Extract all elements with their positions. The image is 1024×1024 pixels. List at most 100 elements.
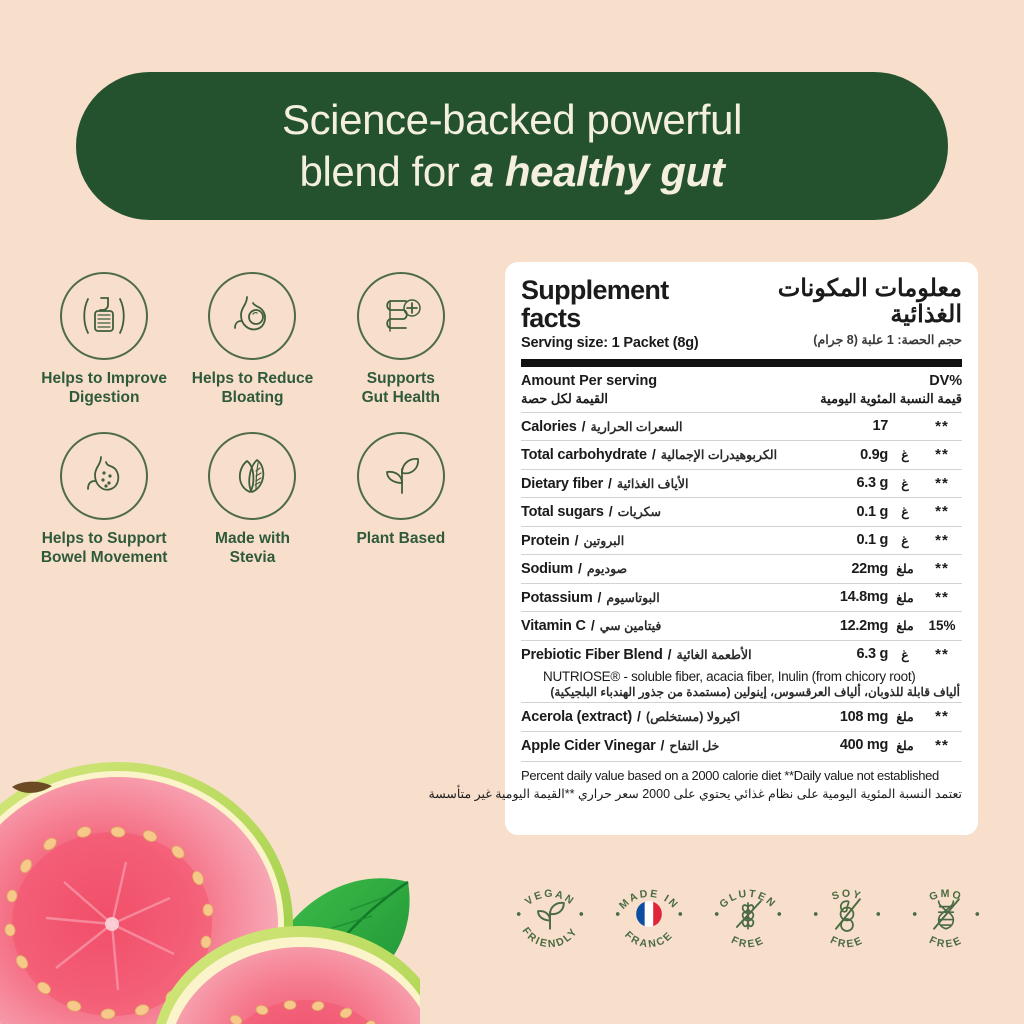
- nutrient-unit: ملغ: [896, 562, 914, 577]
- nutrient-name-en: Potassium: [521, 589, 593, 606]
- amount-label-ar: القيمة لكل حصة: [521, 390, 609, 406]
- benefit-item-bowel-movement: Helps to Support Bowel Movement: [30, 431, 178, 568]
- nutrient-dv: **: [935, 736, 949, 754]
- svg-text:FREE: FREE: [729, 934, 766, 950]
- nutrient-dv: **: [935, 645, 949, 663]
- nutrient-unit: غ: [901, 476, 909, 491]
- nutrient-value: 0.1 g: [856, 503, 888, 520]
- table-row: Apple Cider Vinegar / خل التفاح 400 mg م…: [521, 730, 962, 760]
- benefit-label: Helps to Reduce Bloating: [191, 370, 314, 406]
- name-separator: /: [667, 645, 672, 662]
- nutrient-name-ar: اكيرولا (مستخلص): [645, 710, 741, 725]
- nutrient-name: Total carbohydrate / الكربوهيدرات الإجما…: [521, 446, 812, 463]
- table-row: Dietary fiber / الأياف الغذائية 6.3 g غ …: [521, 468, 962, 498]
- table-row: Prebiotic Fiber Blend / الأطعمة الغائية …: [521, 639, 962, 669]
- nutrient-dv: **: [935, 560, 949, 578]
- name-separator: /: [608, 503, 613, 520]
- nutrient-name-ar: الأياف الغذائية: [616, 476, 689, 491]
- nutrient-name-en: Acerola (extract): [521, 709, 633, 726]
- nutrient-dv: **: [935, 588, 949, 606]
- table-row: Calories / السعرات الحرارية 17 **: [521, 411, 962, 441]
- nutrient-unit: غ: [901, 533, 909, 548]
- nutrient-name-ar: الكربوهيدرات الإجمالية: [660, 448, 778, 463]
- footnote-en: Percent daily value based on a 2000 calo…: [521, 768, 939, 784]
- benefit-label: Supports Gut Health: [361, 370, 440, 406]
- facts-title-arabic: معلومات المكونات الغذائية: [777, 275, 962, 329]
- nutrient-name-en: Protein: [521, 532, 570, 549]
- nutrient-name: Acerola (extract) / اكيرولا (مستخلص): [521, 708, 812, 725]
- nutrient-dv: **: [935, 531, 949, 549]
- headline-banner: Science-backed powerful blend for a heal…: [76, 72, 948, 220]
- nutrient-dv: 15%: [928, 618, 956, 634]
- benefit-item-gut-health: Supports Gut Health: [327, 272, 475, 408]
- nutrient-name-ar: فيتامين سي: [599, 619, 662, 634]
- nutrient-value: 400 mg: [839, 737, 888, 754]
- header-divider: [521, 358, 962, 367]
- name-separator: /: [581, 417, 586, 434]
- nutrient-name-en: Total carbohydrate: [521, 447, 647, 464]
- nutrient-name-en: Sodium: [521, 561, 573, 578]
- footnote: Percent daily value based on a 2000 calo…: [428, 761, 962, 802]
- benefit-label: Made with Stevia: [215, 529, 290, 566]
- nutrient-name: Total sugars / سكريات: [521, 503, 812, 520]
- plant-sprout-icon: [356, 431, 445, 520]
- serving-size-en: Serving size: 1 Packet (8g): [521, 334, 699, 351]
- dv-label-ar: قيمة النسبة المئوية اليومية: [820, 390, 962, 406]
- nutrient-name-ar: خل التفاح: [669, 738, 720, 753]
- gmo-free-icon: GMO FREE: [896, 868, 995, 960]
- nutrient-name-en: Total sugars: [521, 504, 604, 521]
- nutrient-name: Potassium / البوتاسيوم: [521, 589, 812, 606]
- name-separator: /: [660, 736, 665, 753]
- nutrient-name-ar: السعرات الحرارية: [590, 419, 683, 434]
- nutrient-dv: **: [935, 474, 949, 492]
- intestines-icon: [60, 272, 149, 360]
- nutrient-value: 108 mg: [839, 708, 888, 725]
- nutrient-dv: **: [935, 446, 949, 464]
- nutrient-value: 14.8mg: [839, 589, 888, 606]
- gut-plus-icon: [356, 272, 445, 360]
- nutrient-name: Protein / البروتين: [521, 532, 812, 549]
- pink-guava-halves-with-leaves: [0, 624, 420, 1024]
- amount-label-en: Amount Per serving: [521, 372, 657, 389]
- table-row: Protein / البروتين 0.1 g غ **: [521, 525, 962, 555]
- nutrient-name-en: Apple Cider Vinegar: [521, 737, 656, 754]
- nutrient-unit: غ: [901, 448, 909, 463]
- svg-text:FREE: FREE: [927, 934, 964, 950]
- nutrient-unit: غ: [901, 647, 909, 662]
- benefit-item-plant-based: Plant Based: [327, 431, 475, 568]
- nutrient-name-en: Dietary fiber: [521, 475, 604, 492]
- nutrient-unit: ملغ: [896, 590, 914, 605]
- nutrient-name: Apple Cider Vinegar / خل التفاح: [521, 737, 812, 754]
- nutrient-name-en: Prebiotic Fiber Blend: [521, 646, 663, 663]
- stomach-bloating-icon: [208, 272, 297, 360]
- benefit-label: Plant Based: [356, 529, 446, 547]
- svg-text:VEGAN: VEGAN: [522, 888, 576, 908]
- name-separator: /: [651, 446, 656, 463]
- nutrient-unit: غ: [901, 505, 909, 520]
- footnote-ar: تعتمد النسبة المئوية اليومية على نظام غذ…: [428, 787, 962, 802]
- benefit-item-digestion: Helps to Improve Digestion: [30, 272, 178, 408]
- benefits-grid: Helps to Improve Digestion Helps to Redu…: [30, 272, 475, 568]
- svg-text:FREE: FREE: [828, 934, 865, 950]
- benefit-label: Helps to Improve Digestion: [41, 370, 168, 406]
- benefit-label: Helps to Support Bowel Movement: [40, 529, 168, 566]
- table-row: Potassium / البوتاسيوم 14.8mg ملغ **: [521, 582, 962, 612]
- nutrient-name: Vitamin C / فيتامين سي: [521, 617, 812, 634]
- name-separator: /: [590, 617, 595, 634]
- made-in-france-icon: MADE IN FRANCE: [599, 868, 698, 960]
- serving-size-ar: حجم الحصة: 1 علبة (8 جرام): [813, 332, 962, 347]
- nutrient-name-ar: سكريات: [617, 505, 661, 520]
- nutrient-name-ar: البوتاسيوم: [606, 590, 660, 605]
- nutrient-dv: **: [935, 417, 949, 435]
- nutrient-value: 0.1 g: [856, 532, 888, 549]
- dv-labels: %DV قيمة النسبة المئوية اليومية: [820, 373, 962, 407]
- soy-free-icon: SOY FREE: [797, 868, 896, 960]
- table-row: Sodium / صوديوم 22mg ملغ **: [521, 554, 962, 583]
- facts-title: Supplement facts: [521, 275, 669, 334]
- nutrient-dv: **: [935, 708, 949, 726]
- blend-detail-en: NUTRIOSE® - soluble fiber, acacia fiber,…: [543, 669, 916, 685]
- nutrient-value: 22mg: [851, 560, 888, 577]
- headline-line-1: Science-backed powerful: [281, 96, 743, 144]
- nutrient-name-en: Vitamin C: [521, 618, 586, 635]
- table-row: Total sugars / سكريات 0.1 g غ **: [521, 497, 962, 526]
